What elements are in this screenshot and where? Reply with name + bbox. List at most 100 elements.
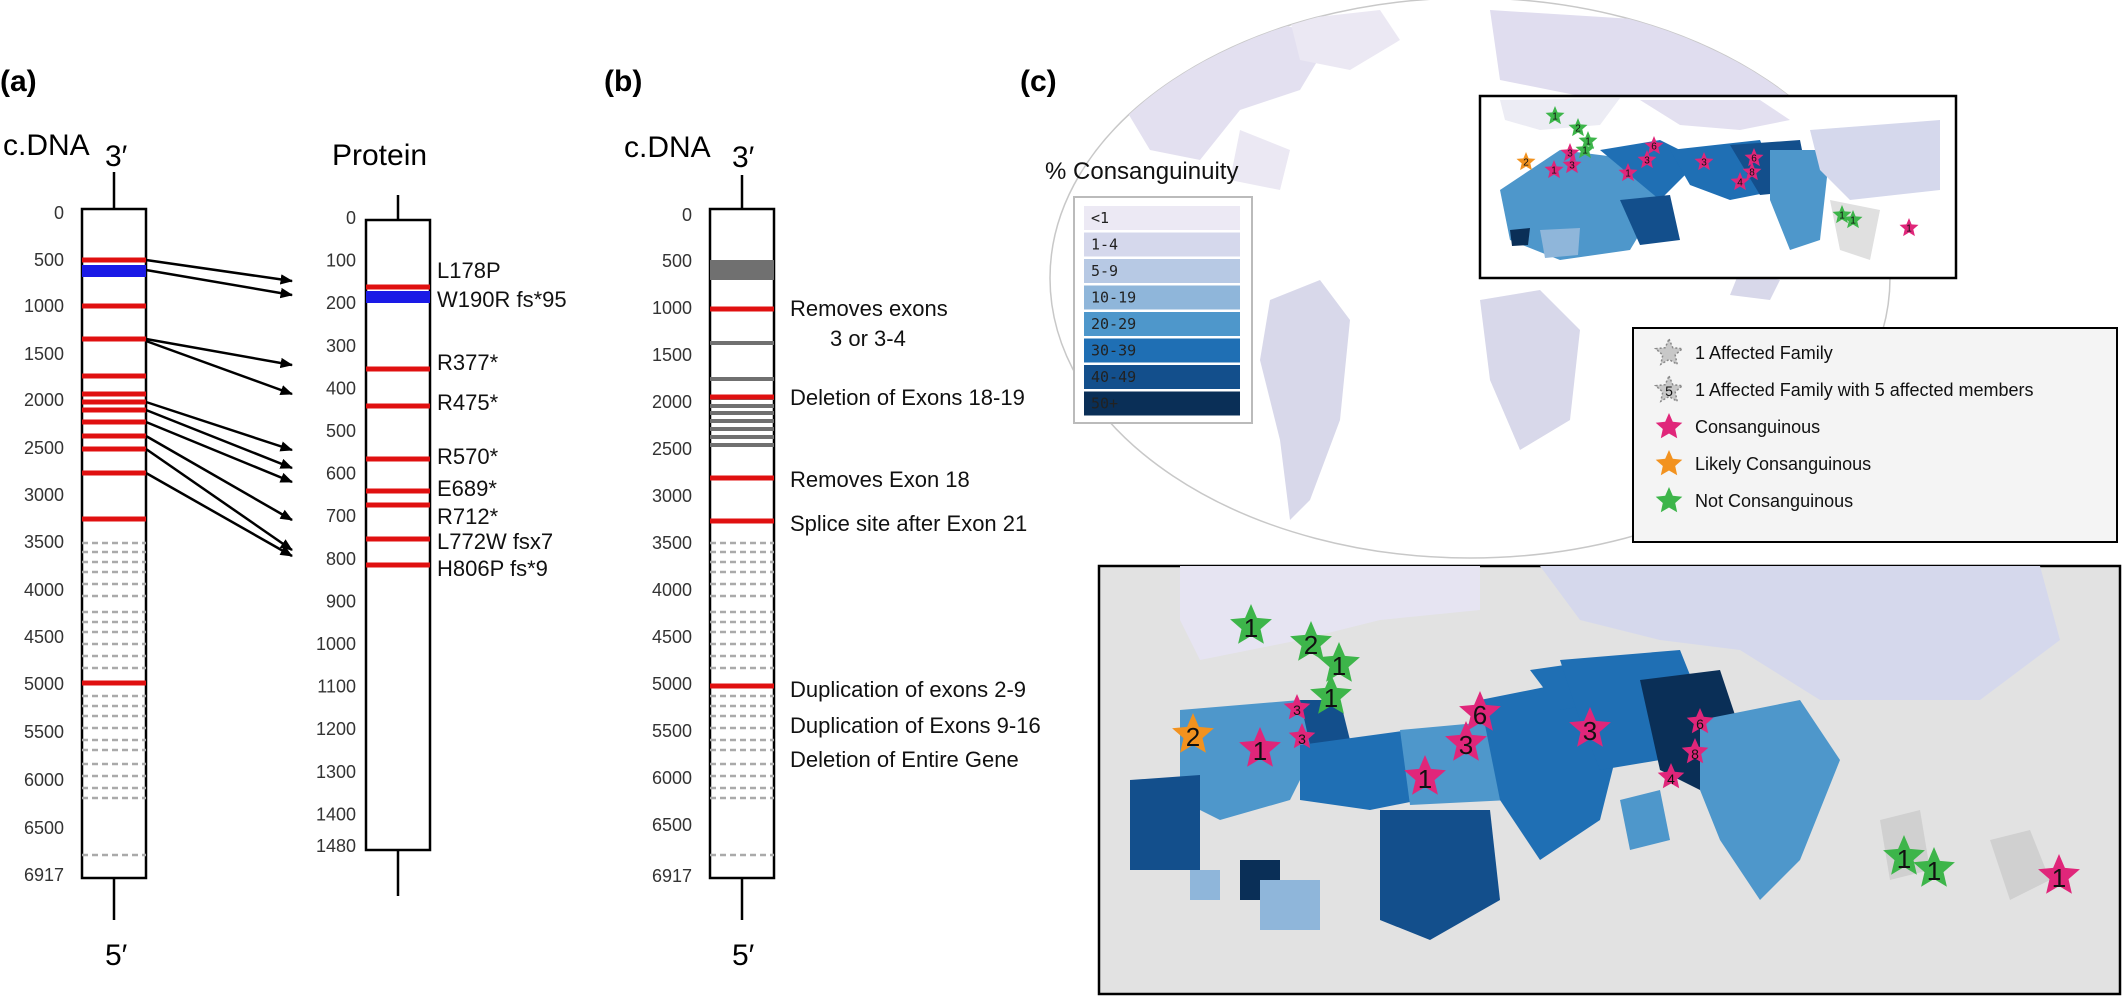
inset-map-star-number: 1 <box>1582 146 1588 157</box>
cdna-tick-label: 1500 <box>652 345 692 365</box>
protein-tick-label: 0 <box>346 208 356 228</box>
legend-star-label: Not Consanguinous <box>1695 491 1853 511</box>
cdna-tick-label: 5000 <box>24 674 64 694</box>
legend-star-icon <box>1655 450 1683 476</box>
protein-title: Protein <box>332 139 427 172</box>
cdna-tick-label: 500 <box>662 251 692 271</box>
star-legend-box <box>1632 327 2118 543</box>
consanguinity-swatch <box>1084 391 1240 416</box>
consanguinity-swatch <box>1084 365 1240 389</box>
mauritania-region <box>1130 775 1200 870</box>
cdna-tick-label: 1000 <box>24 296 64 316</box>
protein-tick-label: 100 <box>326 251 356 271</box>
inset-map-star-number: 8 <box>1749 168 1755 179</box>
zoom-map-star-number: 1 <box>1253 736 1267 766</box>
annotation-duplication-2-9: Duplication of exons 2-9 <box>790 677 1026 702</box>
mutation-label: R377* <box>437 350 499 375</box>
mutation-label: W190R fs*95 <box>437 287 567 312</box>
panel-c-label: (c) <box>1020 65 1057 98</box>
zoom-map-star-number: 1 <box>1418 764 1432 794</box>
consanguinity-swatch <box>1084 285 1240 310</box>
cdna-ticks-a: 0 500 1000 1500 2000 2500 3000 3500 4000 4500 5000… <box>24 203 64 885</box>
zoom-map-star <box>1445 721 1487 761</box>
inset-map-star <box>1545 106 1565 125</box>
three-prime-b: 3′ <box>732 141 755 174</box>
cdna-variants-b <box>710 260 774 857</box>
zoom-map-star <box>1404 755 1446 795</box>
legend-star-number: 5 <box>1665 383 1673 399</box>
annotation-duplication-9-16: Duplication of Exons 9-16 <box>790 713 1041 738</box>
zoom-map-star-number: 1 <box>1897 844 1911 874</box>
cdna-tick-label: 5000 <box>652 674 692 694</box>
protein-tick-label: 300 <box>326 336 356 356</box>
sudan-region <box>1380 810 1500 940</box>
zoom-map-star-number: 6 <box>1473 700 1487 730</box>
inset-map-star-number: 1 <box>1551 166 1557 177</box>
cdna-tick-label: 500 <box>34 250 64 270</box>
zoom-map-star <box>1657 763 1685 789</box>
annotation-removes-exon-18: Removes Exon 18 <box>790 467 970 492</box>
consanguinity-swatch-label: 10-19 <box>1091 289 1136 307</box>
protein-tick-label: 400 <box>326 378 356 398</box>
mutation-arrow <box>145 339 293 396</box>
inset-map-star-number: 3 <box>1644 156 1650 167</box>
annotation-deletion-entire-gene: Deletion of Entire Gene <box>790 747 1019 772</box>
cdna-tick-label: 4000 <box>24 580 64 600</box>
inset-map-star-number: 1 <box>1839 211 1845 222</box>
cdna-tick-label: 0 <box>54 203 64 223</box>
cdna-tick-label: 1500 <box>24 344 64 364</box>
zoom-map-star-number: 1 <box>1324 683 1338 713</box>
consanguinity-swatch-label: 30-39 <box>1091 342 1136 360</box>
inset-map-star-number: 1 <box>1585 137 1591 148</box>
protein-tick-label: 1480 <box>316 836 356 856</box>
inset-map-star-number: 1 <box>1625 169 1631 180</box>
inset-map-star <box>1560 143 1580 162</box>
mutation-arrow <box>145 400 293 452</box>
mutation-arrow <box>145 471 293 558</box>
zoom-map-star <box>1569 707 1611 747</box>
protein-bar <box>364 218 432 852</box>
consanguinity-swatch <box>1084 312 1240 336</box>
protein-tick-label: 900 <box>326 591 356 611</box>
cdna-tick-label: 6500 <box>24 818 64 838</box>
india-region <box>1700 700 1840 900</box>
consanguinity-swatch <box>1084 206 1240 230</box>
consanguinity-swatch-label: 5-9 <box>1091 262 1118 280</box>
cdna-tick-label: 4500 <box>24 627 64 647</box>
protein-variant-blue <box>366 291 430 303</box>
consanguinity-swatch <box>1084 259 1240 283</box>
legend-star-icon <box>1653 374 1685 403</box>
inset-map-star <box>1618 163 1638 182</box>
zoom-map-star-number: 1 <box>1244 613 1258 643</box>
consanguinity-swatches: <1 1-4 5-9 10-19 20-29 30-39 40-49 50+ <box>1084 206 1240 416</box>
central-america-landmass <box>1230 130 1290 190</box>
inset-map-star-number: 4 <box>1737 178 1743 189</box>
legend-star-label: 1 Affected Family <box>1695 343 1833 363</box>
zoom-map-star <box>1310 674 1352 714</box>
inset-map-star <box>1544 160 1564 179</box>
southern-africa-landmass <box>1480 290 1580 450</box>
consanguinity-legend-box <box>1073 196 1253 424</box>
cdna-tick-label: 6000 <box>652 768 692 788</box>
inset-map-star <box>1575 140 1595 159</box>
mutation-labels: L178P W190R fs*95 R377* R475* R570* E689* R712… <box>437 258 567 581</box>
mutation-label: H806P fs*9 <box>437 556 548 581</box>
world-map: % Consanguinuity <1 1-4 5-9 10-19 20-29 30-39… <box>1045 0 2118 559</box>
consanguinity-legend-title: % Consanguinuity <box>1045 158 1238 185</box>
panel-b: (b) c.DNA 3′ 5′ 0 500 1000 1500 2000 2500 3000… <box>604 65 1041 972</box>
cdna-tick-label: 2000 <box>24 390 64 410</box>
mutation-label: R570* <box>437 444 499 469</box>
legend-star-icon <box>1655 413 1683 439</box>
zoom-map-star-number: 1 <box>1927 856 1941 886</box>
protein-tick-label: 1400 <box>316 804 356 824</box>
inset-map-star <box>1899 218 1919 237</box>
consanguinity-swatch-label: 50+ <box>1091 395 1118 413</box>
legend-star-icon <box>1655 487 1683 513</box>
protein-tick-label: 200 <box>326 293 356 313</box>
legend-star-icon <box>1653 337 1685 366</box>
inset-map-star <box>1843 210 1863 229</box>
zoom-map-star <box>1288 723 1316 749</box>
cdna-b-grey-block <box>710 260 774 280</box>
zoom-map-star-number: 2 <box>1186 722 1200 752</box>
